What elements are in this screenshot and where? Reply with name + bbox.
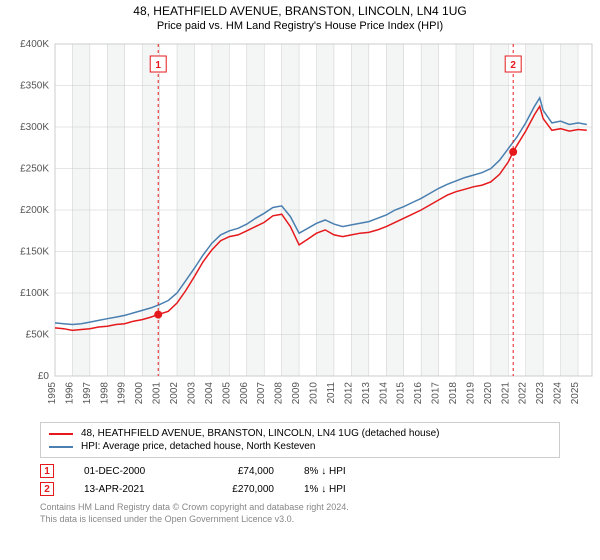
entry-badge: 1 <box>40 464 54 478</box>
svg-text:2014: 2014 <box>378 382 389 405</box>
svg-text:2025: 2025 <box>570 382 581 405</box>
legend-label: HPI: Average price, detached house, Nort… <box>81 441 315 452</box>
chart-title: 48, HEATHFIELD AVENUE, BRANSTON, LINCOLN… <box>0 0 600 18</box>
entry-delta: 8% ↓ HPI <box>304 466 394 477</box>
svg-text:2010: 2010 <box>309 382 320 405</box>
svg-text:2016: 2016 <box>413 382 424 405</box>
entry-date: 13-APR-2021 <box>84 484 174 495</box>
entry-delta: 1% ↓ HPI <box>304 484 394 495</box>
entry-badge: 2 <box>40 482 54 496</box>
attribution-line1: Contains HM Land Registry data © Crown c… <box>40 502 560 514</box>
svg-text:1997: 1997 <box>82 382 93 405</box>
svg-text:2020: 2020 <box>483 382 494 405</box>
svg-text:£200K: £200K <box>20 205 49 216</box>
svg-text:£150K: £150K <box>20 247 49 258</box>
svg-text:1996: 1996 <box>64 382 75 405</box>
sale-entries: 1 01-DEC-2000 £74,000 8% ↓ HPI 2 13-APR-2021 £… <box>40 462 560 498</box>
svg-text:£0: £0 <box>38 371 50 382</box>
svg-text:2017: 2017 <box>431 382 442 405</box>
legend-item: HPI: Average price, detached house, Nort… <box>49 440 551 453</box>
svg-text:2015: 2015 <box>396 382 407 405</box>
svg-text:2005: 2005 <box>221 382 232 405</box>
svg-text:£100K: £100K <box>20 288 49 299</box>
svg-text:2002: 2002 <box>169 382 180 405</box>
sale-entry-row: 1 01-DEC-2000 £74,000 8% ↓ HPI <box>40 462 560 480</box>
svg-text:2001: 2001 <box>152 382 163 405</box>
svg-text:2013: 2013 <box>361 382 372 405</box>
sale-entry-row: 2 13-APR-2021 £270,000 1% ↓ HPI <box>40 480 560 498</box>
svg-text:2000: 2000 <box>134 382 145 405</box>
svg-text:2022: 2022 <box>518 382 529 405</box>
svg-text:2021: 2021 <box>500 382 511 405</box>
svg-text:2003: 2003 <box>186 382 197 405</box>
svg-text:£300K: £300K <box>20 122 49 133</box>
svg-text:1995: 1995 <box>47 382 58 405</box>
svg-text:2004: 2004 <box>204 382 215 405</box>
svg-text:£250K: £250K <box>20 164 49 175</box>
svg-text:2018: 2018 <box>448 382 459 405</box>
svg-text:2012: 2012 <box>343 382 354 405</box>
attribution-line2: This data is licensed under the Open Gov… <box>40 514 560 526</box>
chart-subtitle: Price paid vs. HM Land Registry's House … <box>0 18 600 36</box>
svg-text:1: 1 <box>155 60 161 71</box>
svg-text:2023: 2023 <box>535 382 546 405</box>
entry-price: £74,000 <box>204 466 274 477</box>
svg-text:2007: 2007 <box>256 382 267 405</box>
svg-text:1999: 1999 <box>117 382 128 405</box>
svg-text:2: 2 <box>510 60 516 71</box>
svg-text:2006: 2006 <box>239 382 250 405</box>
legend-item: 48, HEATHFIELD AVENUE, BRANSTON, LINCOLN… <box>49 427 551 440</box>
svg-text:2009: 2009 <box>291 382 302 405</box>
svg-text:2019: 2019 <box>465 382 476 405</box>
svg-text:2008: 2008 <box>274 382 285 405</box>
svg-text:1998: 1998 <box>99 382 110 405</box>
chart-area: 1995 1996 1997 1998 1999 2000 2001 2002 2003 2004… <box>0 36 600 416</box>
legend-swatch <box>49 446 73 448</box>
line-chart: 1995 1996 1997 1998 1999 2000 2001 2002 2003 2004… <box>0 36 600 416</box>
svg-text:2011: 2011 <box>326 382 337 404</box>
legend-label: 48, HEATHFIELD AVENUE, BRANSTON, LINCOLN… <box>81 428 439 439</box>
svg-text:£50K: £50K <box>26 330 50 341</box>
entry-date: 01-DEC-2000 <box>84 466 174 477</box>
attribution: Contains HM Land Registry data © Crown c… <box>40 502 560 525</box>
legend: 48, HEATHFIELD AVENUE, BRANSTON, LINCOLN… <box>40 422 560 458</box>
legend-swatch <box>49 433 73 435</box>
svg-text:£350K: £350K <box>20 81 49 92</box>
svg-text:£400K: £400K <box>20 39 49 50</box>
svg-text:2024: 2024 <box>553 382 564 405</box>
entry-price: £270,000 <box>204 484 274 495</box>
